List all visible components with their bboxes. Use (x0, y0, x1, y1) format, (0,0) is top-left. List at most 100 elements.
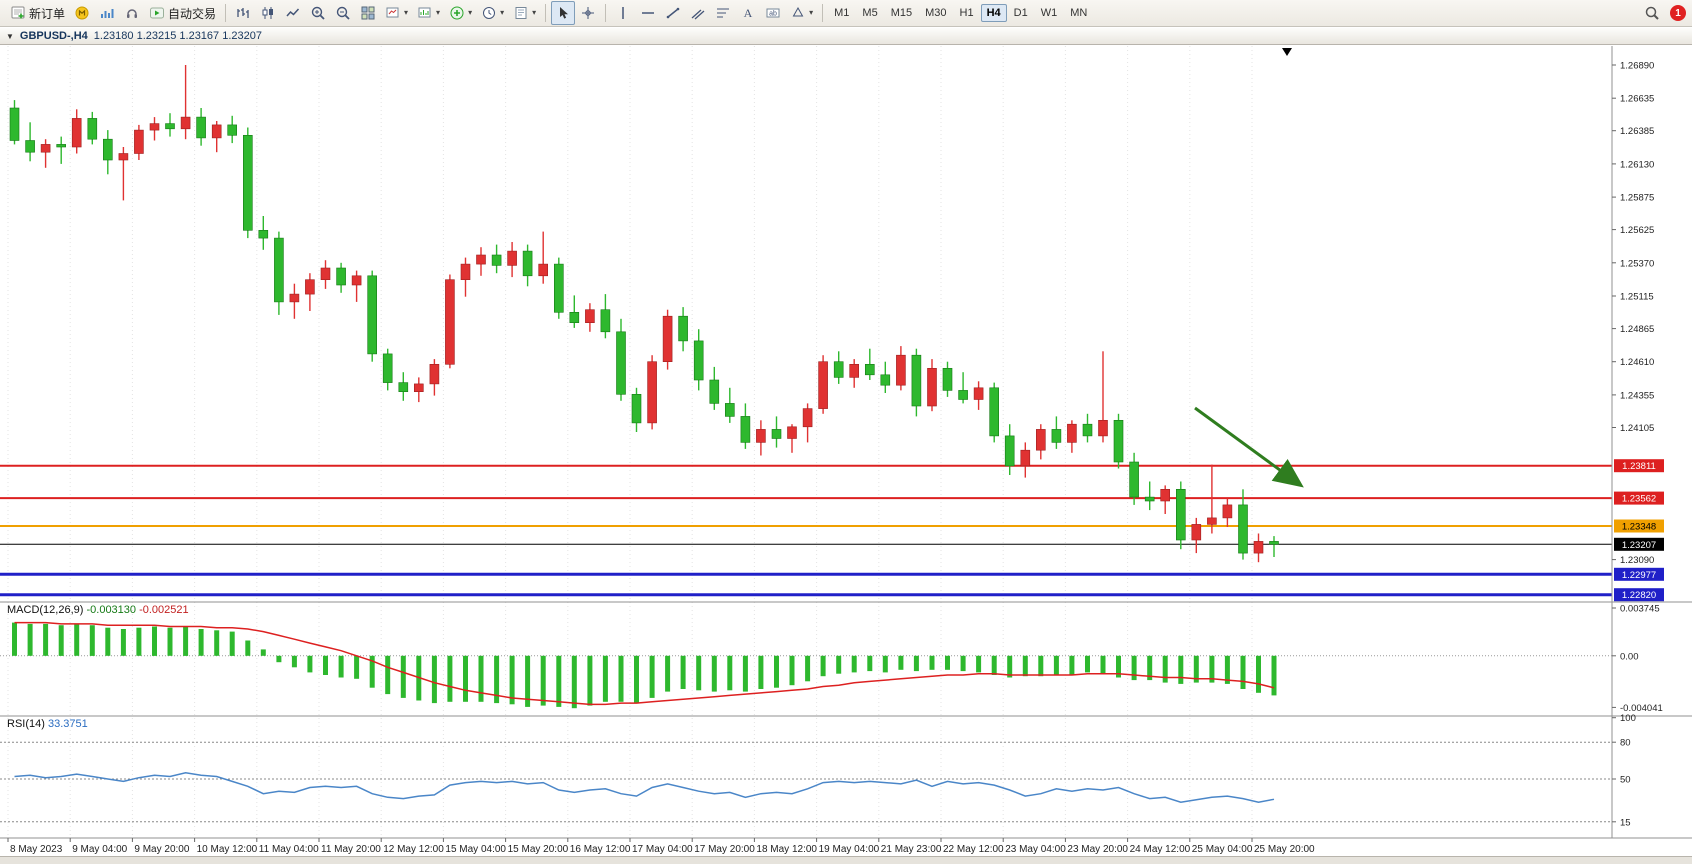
macd-signal-line (14, 621, 1275, 706)
price-label: 1.26130 (1620, 159, 1654, 170)
candle (1207, 464, 1217, 534)
candle (305, 273, 315, 311)
channel-tool[interactable] (686, 1, 710, 25)
candle (740, 403, 751, 449)
time-label: 10 May 12:00 (197, 844, 258, 855)
timeframe-m30[interactable]: M30 (925, 7, 947, 19)
chart-area[interactable]: 1.26890 1.26635 1.26385 1.26130 1.25875 1.256… (0, 46, 1692, 856)
chart-title-symbol: GBPUSD-,H4 (19, 30, 88, 42)
candle (787, 424, 797, 453)
text-tool[interactable]: A (736, 1, 760, 25)
label-tool[interactable]: ab (761, 1, 785, 25)
crosshair-icon (582, 7, 595, 19)
text-icon: A (744, 6, 753, 20)
candle (522, 244, 533, 287)
trend-arrow[interactable] (1194, 406, 1304, 488)
line-chart-button[interactable] (281, 1, 305, 25)
search-button[interactable] (1640, 1, 1664, 25)
trendline-tool[interactable] (661, 1, 685, 25)
rsi-axis-label: 50 (1620, 775, 1631, 786)
profiles-button[interactable]: ▾ (413, 1, 444, 25)
new-chart-icon (386, 7, 399, 18)
notification-badge[interactable]: 1 (1670, 5, 1686, 21)
horizontal-line-tool[interactable] (636, 1, 660, 25)
hlines-layer[interactable] (0, 464, 1612, 597)
candle (756, 420, 766, 456)
indicators-button[interactable]: ▾ (445, 1, 476, 25)
macd-axis-label: 0.003745 (1620, 604, 1660, 615)
candle (771, 416, 782, 448)
timeframe-d1[interactable]: D1 (1013, 7, 1028, 19)
chevron-down-icon: ▾ (404, 8, 409, 17)
signals-button[interactable] (95, 1, 119, 25)
candle (149, 117, 160, 141)
zoom-in-button[interactable] (306, 1, 330, 25)
autotrade-button[interactable]: 自动交易 (145, 1, 220, 25)
candle (616, 318, 626, 401)
vertical-line-tool[interactable] (611, 1, 635, 25)
time-label: 9 May 04:00 (72, 844, 127, 855)
market-button[interactable] (70, 1, 94, 25)
time-label: 23 May 20:00 (1067, 844, 1128, 855)
candle (134, 124, 144, 160)
timeframe-m1[interactable]: M1 (834, 7, 850, 19)
price-label: 1.23090 (1620, 555, 1654, 566)
templates-button[interactable]: ▾ (509, 1, 540, 25)
crosshair-button[interactable] (576, 1, 600, 25)
timeframe-h1[interactable]: H1 (959, 7, 974, 19)
price-axis[interactable]: 1.26890 1.26635 1.26385 1.26130 1.25875 1.256… (1612, 61, 1663, 829)
zoom-out-button[interactable] (331, 1, 355, 25)
candle (724, 387, 735, 423)
fibonacci-icon (717, 8, 730, 18)
toolbar-separator (545, 4, 547, 22)
new-chart-button[interactable]: ▾ (381, 1, 412, 25)
scroll-marker-icon (1282, 48, 1292, 56)
candlestick-chart-button[interactable] (256, 1, 280, 25)
candle (227, 115, 237, 144)
text-label-icon: ab (766, 8, 780, 18)
timeframe-w1[interactable]: W1 (1040, 7, 1058, 19)
candle (1051, 416, 1062, 449)
timeframe-m15[interactable]: M15 (890, 7, 913, 19)
svg-text:1.23348: 1.23348 (1622, 522, 1656, 533)
time-label: 16 May 12:00 (570, 844, 631, 855)
toolbar-separator (822, 4, 824, 22)
bar-chart-button[interactable] (231, 1, 255, 25)
periods-button[interactable]: ▾ (477, 1, 508, 25)
timeframe-m5[interactable]: M5 (862, 7, 878, 19)
shapes-icon (792, 6, 804, 17)
price-tag (1614, 459, 1664, 473)
candle (40, 139, 51, 168)
candle (25, 122, 35, 162)
tile-windows-button[interactable] (356, 1, 380, 25)
candle (647, 355, 657, 430)
price-label: 1.24355 (1620, 390, 1654, 401)
candle (320, 260, 331, 289)
candle (211, 121, 222, 153)
timeframe-h4[interactable]: H4 (980, 4, 1007, 22)
macd-axis-label: 0.00 (1620, 651, 1639, 662)
candle (927, 359, 937, 412)
price-label: 1.25115 (1620, 292, 1654, 303)
svg-text:1.23207: 1.23207 (1622, 540, 1656, 551)
trendline-icon (666, 7, 680, 19)
window-menu-icon[interactable]: ▼ (6, 31, 14, 41)
time-label: 15 May 04:00 (445, 844, 506, 855)
time-axis[interactable]: 8 May 2023 9 May 04:00 9 May 20:00 10 May 1… (7, 838, 1315, 855)
fibonacci-tool[interactable] (711, 1, 735, 25)
candle (709, 366, 720, 410)
timeframe-mn[interactable]: MN (1070, 7, 1088, 19)
candlestick-chart-icon (262, 7, 274, 19)
candle (678, 307, 688, 352)
shapes-tool[interactable]: ▾ (786, 1, 817, 25)
candle (351, 270, 362, 302)
candle (398, 372, 409, 401)
candle (258, 216, 269, 250)
time-label: 25 May 20:00 (1254, 844, 1315, 855)
vps-button[interactable] (120, 1, 144, 25)
rsi-axis-label: 80 (1620, 738, 1631, 749)
candle (1020, 442, 1031, 478)
cursor-button[interactable] (551, 1, 576, 25)
new-order-button[interactable]: 新订单 (6, 1, 69, 25)
search-icon (1645, 6, 1659, 20)
